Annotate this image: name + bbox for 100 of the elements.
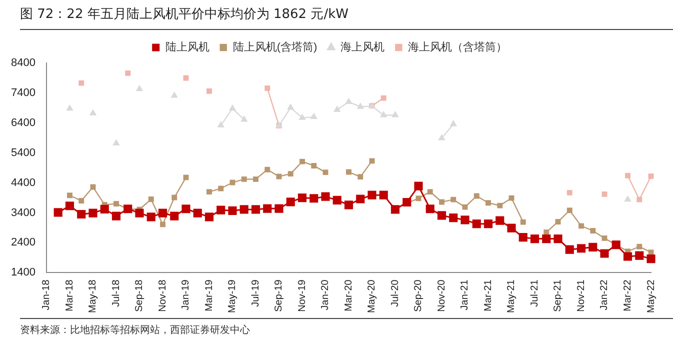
x-tick-label: Mar-22 xyxy=(622,279,634,312)
point xyxy=(426,204,434,214)
point xyxy=(462,204,468,210)
point xyxy=(334,106,340,112)
point xyxy=(183,174,189,180)
point xyxy=(148,196,154,202)
legend-label: 海上风机（含塔筒） xyxy=(408,40,508,54)
point xyxy=(508,195,514,201)
point xyxy=(358,174,364,180)
chart-title: 图 72：22 年五月陆上风机平价中标均价为 1862 元/kW xyxy=(20,6,348,23)
point xyxy=(439,199,444,205)
point xyxy=(251,205,260,214)
y-tick-label: 7400 xyxy=(10,86,36,99)
x-tick-label: Jan-18 xyxy=(41,279,52,310)
point xyxy=(146,212,156,222)
point xyxy=(344,200,354,210)
point xyxy=(449,214,458,222)
point xyxy=(78,198,84,204)
point xyxy=(542,234,551,244)
point xyxy=(253,176,258,182)
point xyxy=(264,166,270,172)
point xyxy=(554,234,562,244)
point xyxy=(356,194,365,204)
point xyxy=(623,252,632,261)
point xyxy=(648,173,654,179)
point xyxy=(288,171,294,177)
y-tick-label: 2400 xyxy=(10,236,36,249)
point xyxy=(416,196,422,202)
x-tick-label: Mar-19 xyxy=(204,279,215,312)
point xyxy=(450,120,457,126)
point xyxy=(520,219,526,225)
point xyxy=(578,223,584,229)
point xyxy=(566,190,572,196)
x-tick-label: Sep-19 xyxy=(274,279,285,312)
point xyxy=(204,212,214,222)
point xyxy=(379,190,388,200)
y-tick-label: 3400 xyxy=(10,206,36,219)
x-tick-label: Jul-18 xyxy=(110,279,122,307)
point xyxy=(346,169,352,175)
point xyxy=(438,134,445,140)
point xyxy=(298,193,307,202)
point xyxy=(78,80,84,86)
point xyxy=(576,244,586,253)
x-tick-label: Jan-19 xyxy=(180,279,192,310)
point xyxy=(206,189,212,195)
point xyxy=(602,191,608,197)
point xyxy=(392,112,398,118)
point xyxy=(310,113,318,120)
point xyxy=(264,85,270,91)
point xyxy=(484,220,493,228)
x-tick-label: Jul-19 xyxy=(250,279,262,307)
point xyxy=(322,170,328,176)
x-tick-label: Jan-20 xyxy=(320,279,332,310)
point xyxy=(216,206,226,214)
x-tick-label: May-22 xyxy=(646,279,657,314)
x-tick-label: May-18 xyxy=(88,279,99,314)
point xyxy=(158,208,168,218)
point xyxy=(311,163,317,168)
point xyxy=(460,216,470,224)
point xyxy=(112,212,121,220)
point xyxy=(555,219,561,224)
point xyxy=(390,205,400,214)
legend-label: 陆上风机(含塔筒) xyxy=(232,40,318,54)
point xyxy=(65,202,74,210)
point xyxy=(135,208,144,218)
x-tick-label: Mar-20 xyxy=(343,279,354,312)
point xyxy=(625,172,630,178)
point xyxy=(496,216,504,225)
point xyxy=(77,210,86,219)
x-tick-label: Jul-20 xyxy=(390,279,401,307)
x-tick-label: Jan-22 xyxy=(599,279,610,310)
point xyxy=(518,233,528,242)
x-tick-label: Jan-21 xyxy=(460,279,471,310)
x-tick-label: Sep-21 xyxy=(552,279,564,312)
point xyxy=(182,204,190,214)
point xyxy=(565,245,574,254)
point xyxy=(125,70,131,76)
x-tick-label: Jul-21 xyxy=(529,279,540,307)
text: 资料来源：比地招标等招标网站，西部证券研发中心 xyxy=(20,324,250,337)
point xyxy=(530,234,540,244)
y-tick-label: 4400 xyxy=(10,176,36,189)
point xyxy=(100,204,109,214)
point xyxy=(171,92,178,98)
point xyxy=(310,194,318,203)
point xyxy=(274,204,284,213)
point xyxy=(172,194,178,200)
point xyxy=(240,116,248,122)
legend-label: 海上风机 xyxy=(340,40,385,54)
point xyxy=(206,88,212,94)
x-tick-label: Nov-21 xyxy=(576,279,587,312)
point xyxy=(566,208,572,214)
x-tick-label: Mar-18 xyxy=(64,279,76,312)
point xyxy=(136,85,143,92)
x-tick-label: May-21 xyxy=(506,279,518,314)
point xyxy=(54,208,62,217)
point xyxy=(474,193,480,199)
point xyxy=(218,122,224,128)
point xyxy=(160,222,166,228)
x-tick-label: Sep-18 xyxy=(134,279,146,312)
y-tick-label: 8400 xyxy=(10,57,36,70)
